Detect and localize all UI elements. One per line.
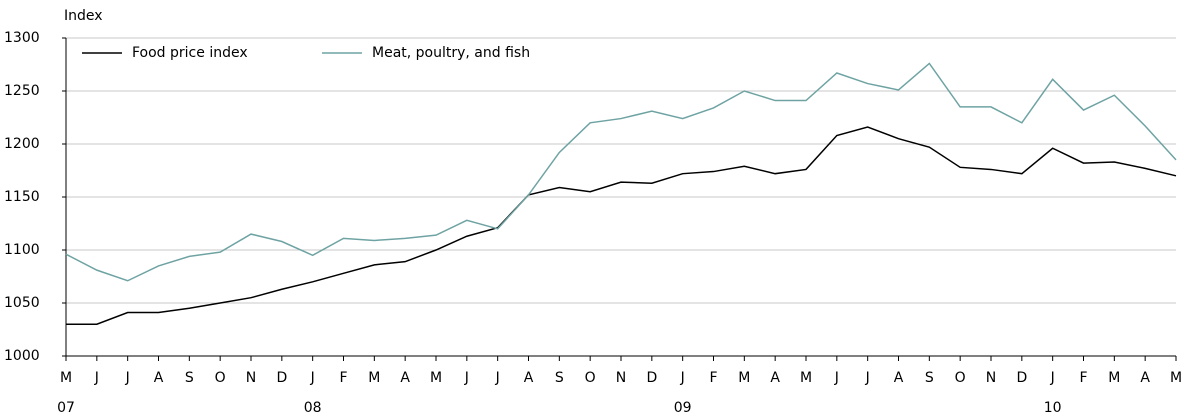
x-tick-label: M: [1170, 370, 1182, 386]
x-tick-label: J: [125, 370, 130, 386]
x-tick-label: D: [1016, 370, 1027, 386]
x-tick-label: J: [834, 370, 839, 386]
y-tick-label: 1200: [4, 136, 40, 152]
y-tick-label: 1150: [4, 189, 40, 205]
year-label: 10: [1044, 400, 1062, 416]
x-tick-label: O: [955, 370, 966, 386]
legend-label: Food price index: [132, 45, 248, 61]
year-label: 09: [674, 400, 692, 416]
x-tick-label: A: [400, 370, 410, 386]
year-label: 08: [304, 400, 322, 416]
x-tick-label: M: [738, 370, 750, 386]
x-tick-label: M: [368, 370, 380, 386]
x-tick-label: F: [709, 370, 717, 386]
x-tick-label: O: [585, 370, 596, 386]
y-tick-label: 1100: [4, 242, 40, 258]
x-tick-label: M: [1108, 370, 1120, 386]
y-tick-label: 1000: [4, 348, 40, 364]
x-tick-label: A: [1140, 370, 1150, 386]
x-tick-label: J: [1050, 370, 1055, 386]
x-tick-label: S: [185, 370, 194, 386]
x-tick-label: A: [770, 370, 780, 386]
x-tick-label: S: [925, 370, 934, 386]
y-axis-label: Index: [64, 8, 103, 24]
x-tick-label: J: [680, 370, 685, 386]
series-line: [65, 62, 1177, 282]
x-tick-label: F: [339, 370, 347, 386]
x-tick-label: N: [616, 370, 626, 386]
x-tick-label: F: [1079, 370, 1087, 386]
x-tick-label: M: [800, 370, 812, 386]
x-tick-label: A: [154, 370, 164, 386]
x-tick-label: M: [430, 370, 442, 386]
y-tick-label: 1050: [4, 295, 40, 311]
x-tick-label: A: [524, 370, 534, 386]
y-tick-label: 1300: [4, 30, 40, 46]
x-tick-label: M: [60, 370, 72, 386]
x-tick-label: A: [894, 370, 904, 386]
x-tick-label: N: [986, 370, 996, 386]
x-tick-label: O: [215, 370, 226, 386]
x-tick-label: N: [246, 370, 256, 386]
legend-label: Meat, poultry, and fish: [372, 45, 530, 61]
x-tick-label: D: [646, 370, 657, 386]
series-line: [66, 126, 1177, 325]
x-tick-label: J: [94, 370, 99, 386]
x-tick-label: J: [865, 370, 870, 386]
y-tick-label: 1250: [4, 83, 40, 99]
x-tick-label: S: [555, 370, 564, 386]
x-tick-label: D: [276, 370, 287, 386]
x-tick-label: J: [464, 370, 469, 386]
x-tick-label: J: [495, 370, 500, 386]
x-tick-label: J: [310, 370, 315, 386]
year-label: 07: [57, 400, 75, 416]
